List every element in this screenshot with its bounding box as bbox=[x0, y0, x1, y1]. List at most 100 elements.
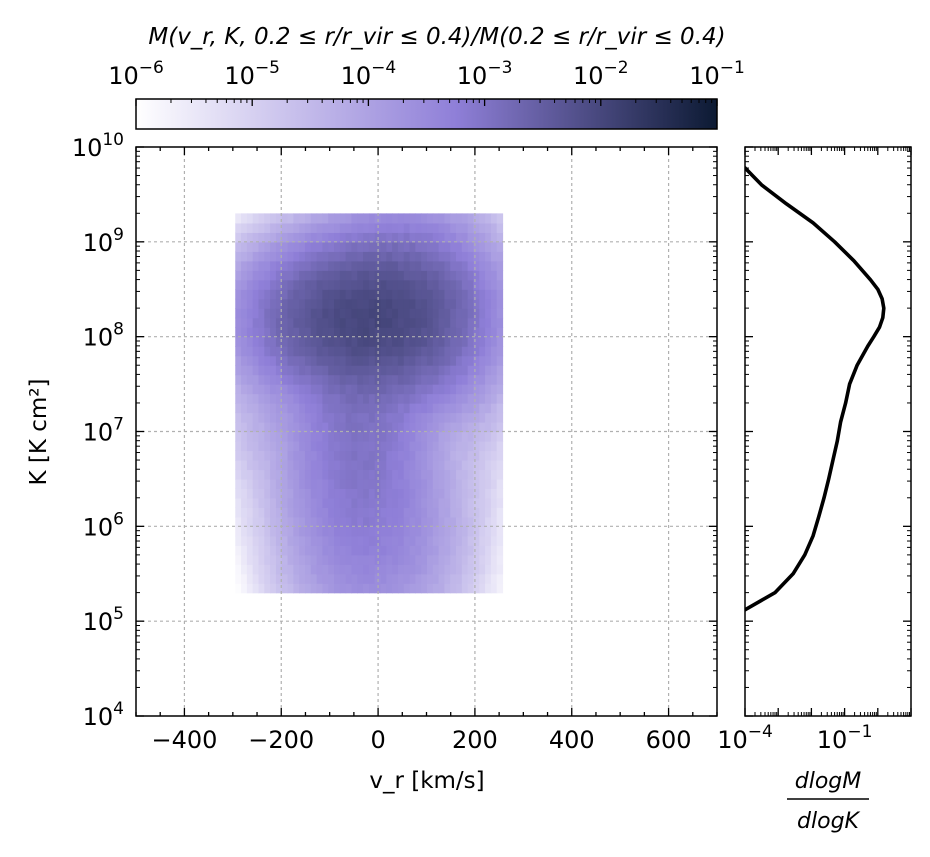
heatmap-cell bbox=[241, 450, 248, 461]
heatmap-cell bbox=[490, 336, 498, 347]
heatmap-cell bbox=[235, 298, 242, 309]
heatmap-cell bbox=[281, 393, 289, 404]
heatmap-cell bbox=[241, 564, 248, 575]
heatmap-cell bbox=[444, 545, 451, 556]
heatmap-cell bbox=[304, 346, 312, 357]
heatmap-cell bbox=[473, 526, 480, 537]
heatmap-cell bbox=[235, 355, 242, 366]
heatmap-cell bbox=[275, 298, 283, 309]
heatmap-cell bbox=[467, 298, 475, 309]
heatmap-cell bbox=[432, 583, 440, 594]
heatmap-cell bbox=[438, 497, 446, 508]
heatmap-cell bbox=[444, 241, 451, 252]
heatmap-cell bbox=[392, 289, 399, 300]
heatmap-cell bbox=[252, 469, 260, 480]
heatmap-cell bbox=[403, 336, 411, 347]
heatmap-cell bbox=[322, 526, 329, 537]
heatmap-cell bbox=[270, 583, 277, 594]
heatmap-cell bbox=[334, 583, 341, 594]
heatmap-cell bbox=[438, 583, 446, 594]
heatmap-cell bbox=[270, 260, 277, 271]
heatmap-cell bbox=[461, 507, 469, 518]
heatmap-cell bbox=[456, 260, 463, 271]
heatmap-cell bbox=[479, 232, 486, 243]
heatmap-cell bbox=[310, 535, 318, 546]
heatmap-cell bbox=[316, 232, 324, 243]
heatmap-cell bbox=[467, 497, 475, 508]
heatmap-cell bbox=[304, 232, 312, 243]
heatmap-cell bbox=[310, 431, 318, 442]
heatmap-cell bbox=[421, 298, 428, 309]
heatmap-cell bbox=[432, 260, 440, 271]
heatmap-cell bbox=[258, 298, 265, 309]
heatmap-cell bbox=[456, 241, 463, 252]
heatmap-cell bbox=[304, 497, 312, 508]
heatmap-cell bbox=[461, 403, 469, 414]
heatmap-cell bbox=[479, 260, 486, 271]
heatmap-cell bbox=[450, 526, 457, 537]
heatmap-cell bbox=[351, 573, 358, 584]
heatmap-cell bbox=[322, 393, 329, 404]
heatmap-cell bbox=[293, 403, 300, 414]
heatmap-cell bbox=[316, 497, 324, 508]
heatmap-cell bbox=[363, 422, 370, 433]
heatmap-cell bbox=[304, 488, 312, 499]
heatmap-cell bbox=[392, 516, 399, 527]
heatmap-cell bbox=[374, 422, 382, 433]
heatmap-cell bbox=[386, 260, 393, 271]
heatmap-cell bbox=[293, 289, 300, 300]
heatmap-cell bbox=[415, 526, 422, 537]
heatmap-cell bbox=[334, 403, 341, 414]
heatmap-cell bbox=[444, 422, 451, 433]
heatmap-cell bbox=[426, 564, 434, 575]
heatmap-cell bbox=[403, 478, 411, 489]
heatmap-cell bbox=[450, 355, 457, 366]
heatmap-cell bbox=[380, 317, 387, 328]
heatmap-cell bbox=[397, 355, 405, 366]
heatmap-cell bbox=[485, 450, 492, 461]
heatmap-cell bbox=[328, 564, 335, 575]
heatmap-cell bbox=[450, 384, 457, 395]
heatmap-cell bbox=[426, 346, 434, 357]
heatmap-cell bbox=[287, 308, 294, 319]
heatmap-cell bbox=[461, 355, 469, 366]
heatmap-cell bbox=[281, 289, 289, 300]
heatmap-cell bbox=[351, 469, 358, 480]
heatmap-cell bbox=[485, 232, 492, 243]
heatmap-cell bbox=[409, 526, 416, 537]
heatmap-cell bbox=[351, 232, 358, 243]
heatmap-cell bbox=[473, 289, 480, 300]
heatmap-cell bbox=[386, 507, 393, 518]
heatmap-cell bbox=[461, 516, 469, 527]
heatmap-cell bbox=[275, 535, 283, 546]
heatmap-cell bbox=[485, 422, 492, 433]
heatmap-cell bbox=[363, 279, 370, 290]
heatmap-cell bbox=[426, 279, 434, 290]
heatmap-cell bbox=[246, 431, 254, 442]
heatmap-cell bbox=[304, 545, 312, 556]
heatmap-cell bbox=[328, 488, 335, 499]
heatmap-cell bbox=[403, 222, 411, 233]
heatmap-cell bbox=[403, 459, 411, 471]
heatmap-cell bbox=[345, 535, 353, 546]
heatmap-cell bbox=[473, 327, 480, 338]
heatmap-cell bbox=[409, 317, 416, 328]
heatmap-cell bbox=[432, 355, 440, 366]
heatmap-cell bbox=[380, 298, 387, 309]
heatmap-cell bbox=[432, 564, 440, 575]
heatmap-cell bbox=[392, 545, 399, 556]
heatmap-cell bbox=[281, 554, 289, 565]
heatmap-cell bbox=[415, 545, 422, 556]
heatmap-cell bbox=[339, 336, 347, 347]
heatmap-cell bbox=[368, 564, 376, 575]
heatmap-cell bbox=[485, 516, 492, 527]
heatmap-cell bbox=[490, 241, 498, 252]
heatmap-cell bbox=[490, 535, 498, 546]
heatmap-cell bbox=[328, 393, 335, 404]
heatmap-cell bbox=[299, 488, 306, 499]
heatmap-cell bbox=[409, 384, 416, 395]
heatmap-cell bbox=[351, 412, 358, 423]
heatmap-cell bbox=[461, 241, 469, 252]
heatmap-cell bbox=[293, 478, 300, 489]
heatmap-cell bbox=[444, 554, 451, 565]
